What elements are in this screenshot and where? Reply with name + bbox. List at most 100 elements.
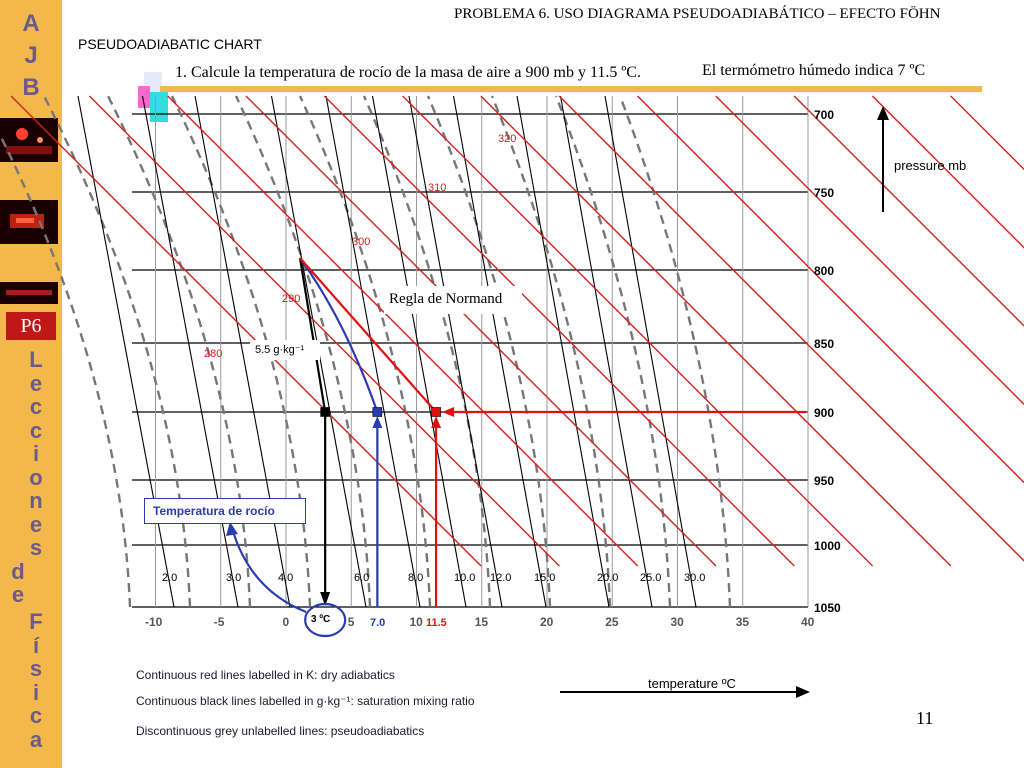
pseudoadiabat-2 — [106, 95, 252, 608]
pseudoadiabat-6 — [362, 95, 492, 608]
dry-adiabat-4 — [323, 95, 795, 567]
wet-bulb-value: 7.0 — [370, 617, 386, 629]
mixing-ratio-label: 5.5 g·kg⁻¹ — [255, 344, 305, 356]
mixing-ratio-label-box: 5.5 g·kg⁻¹ — [250, 340, 320, 360]
temperature-tick-10: 10 — [410, 615, 424, 629]
dry-bulb-value: 11.5 — [426, 617, 447, 629]
decor-square-3 — [150, 92, 168, 122]
dew-point-value: 3 ºC — [311, 614, 331, 625]
photo-thumbnail-3 — [0, 282, 58, 304]
pseudoadiabat-4 — [234, 95, 372, 608]
dew-point-box: Temperatura de rocío — [144, 498, 306, 524]
dry-adiabat-9 — [715, 95, 1024, 406]
mixing-ratio-line-8 — [516, 95, 610, 608]
temperature-tick-20: 20 — [540, 615, 554, 629]
slide-heading: PROBLEMA 6. USO DIAGRAMA PSEUDOADIABÁTIC… — [454, 6, 941, 22]
pseudoadiabat-10 — [618, 95, 732, 608]
temperature-arrow-head — [796, 686, 810, 698]
temperature-axis-label: temperature ºC — [648, 676, 736, 691]
temperature-tick-25: 25 — [605, 615, 619, 629]
legend-mixing-ratio: Continuous black lines labelled in g·kg⁻… — [136, 694, 475, 708]
mixing-ratio-line-10 — [604, 95, 697, 608]
dew-point-box-label: Temperatura de rocío — [153, 504, 275, 518]
header-rule — [160, 86, 982, 92]
mixing-ratio-tick-15.0: 15.0 — [534, 572, 555, 584]
wet-bulb-note: El termómetro húmedo indica 7 ºC — [702, 62, 926, 79]
legend-pseudoadiabatics: Discontinuous grey unlabelled lines: pse… — [136, 724, 425, 738]
mixing-ratio-tick-12.0: 12.0 — [490, 572, 511, 584]
pseudoadiabat-0 — [0, 132, 132, 608]
pressure-arrow-head — [877, 106, 889, 120]
pressure-tick-1000: 1000 — [814, 539, 841, 553]
mixing-ratio-tick-30.0: 30.0 — [684, 572, 705, 584]
dry-adiabat-5 — [402, 95, 874, 567]
temperature-tick-5: 5 — [348, 615, 355, 629]
temperature-tick-30: 30 — [671, 615, 685, 629]
dry-adiabat-2 — [167, 95, 639, 567]
mixing-ratio-line-4 — [325, 95, 421, 608]
mixing-ratio-line-9 — [559, 95, 653, 608]
legend-dry-adiabatics: Continuous red lines labelled in K: dry … — [136, 668, 395, 682]
mixing-ratio-line-7 — [452, 95, 547, 608]
dry-adiabat-label-300: 300 — [352, 236, 370, 248]
dry-adiabat-10 — [793, 95, 1024, 327]
pseudoadiabat-3 — [170, 95, 312, 608]
pressure-tick-800: 800 — [814, 264, 834, 278]
page-number: 11 — [916, 708, 934, 728]
lesson-badge: P6 — [6, 312, 56, 340]
temperature-tick-0: 0 — [283, 615, 290, 629]
mixing-ratio-tick-4.0: 4.0 — [278, 572, 293, 584]
wet-bulb-rise-arrowhead — [372, 416, 383, 428]
pressure-tick-700: 700 — [814, 108, 834, 122]
mixing-ratio-tick-20.0: 20.0 — [597, 572, 618, 584]
photo-thumbnail-2 — [0, 200, 58, 244]
normand-rule-label: Regla de Normand — [389, 291, 503, 307]
normand-mixing-ratio-segment — [298, 257, 327, 413]
temperature-tick-35: 35 — [736, 615, 750, 629]
mixing-ratio-line-1 — [141, 95, 239, 608]
temperature-tick--10: -10 — [145, 615, 163, 629]
pressure-tick-750: 750 — [814, 186, 834, 200]
temperature-tick-40: 40 — [801, 615, 815, 629]
chart-title: PSEUDOADIABATIC CHART — [78, 36, 262, 52]
dry-adiabat-3 — [245, 95, 717, 567]
dry-adiabat-0 — [10, 95, 482, 567]
temperature-tick-15: 15 — [475, 615, 489, 629]
mixing-ratio-tick-2.0: 2.0 — [162, 572, 177, 584]
dry-adiabat-label-290: 290 — [282, 293, 300, 305]
mixing-ratio-tick-25.0: 25.0 — [640, 572, 661, 584]
mixing-ratio-tick-8.0: 8.0 — [408, 572, 423, 584]
point-2 — [431, 407, 441, 417]
decor-square-2 — [138, 86, 150, 108]
mixing-ratio-line-5 — [371, 95, 467, 608]
mixing-ratio-tick-6.0: 6.0 — [354, 572, 369, 584]
dry-adiabat-8 — [637, 95, 1024, 484]
dew-point-circle — [304, 602, 347, 638]
sidebar-letter-j: J — [24, 42, 38, 69]
sidebar-letter-b: B — [22, 74, 40, 101]
mixing-ratio-line-0 — [77, 95, 175, 608]
pressure-tick-950: 950 — [814, 474, 834, 488]
dry-adiabat-1 — [88, 95, 560, 567]
dry-adiabat-6 — [480, 95, 952, 567]
dry-adiabat-label-310: 310 — [428, 182, 446, 194]
pseudoadiabat-1 — [42, 95, 192, 608]
pressure-tick-1050: 1050 — [814, 601, 841, 615]
dry-adiabat-11 — [871, 95, 1024, 249]
question-text: 1. Calcule la temperatura de rocío de la… — [175, 64, 641, 81]
normand-rule-label-box: Regla de Normand — [384, 286, 522, 314]
temperature-tick--5: -5 — [214, 615, 225, 629]
normand-dry-adiabat-segment — [299, 257, 437, 413]
pseudoadiabat-5 — [298, 95, 432, 608]
dry-adiabat-label-280: 280 — [204, 348, 222, 360]
mixing-ratio-tick-10.0: 10.0 — [454, 572, 475, 584]
dew-point-connector — [230, 527, 307, 614]
dry-adiabat-7 — [558, 95, 1024, 562]
pressure-axis-label: pressure mb — [894, 158, 967, 173]
pseudoadiabat-8 — [490, 95, 612, 608]
dry-adiabat-label-320: 320 — [498, 133, 516, 145]
